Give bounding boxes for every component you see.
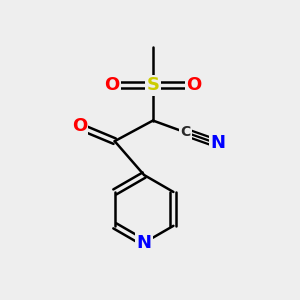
- Text: N: N: [210, 134, 225, 152]
- Text: O: O: [187, 76, 202, 94]
- Text: C: C: [180, 125, 190, 139]
- Text: S: S: [146, 76, 159, 94]
- Text: N: N: [136, 234, 152, 252]
- Text: O: O: [72, 117, 87, 135]
- Text: O: O: [104, 76, 119, 94]
